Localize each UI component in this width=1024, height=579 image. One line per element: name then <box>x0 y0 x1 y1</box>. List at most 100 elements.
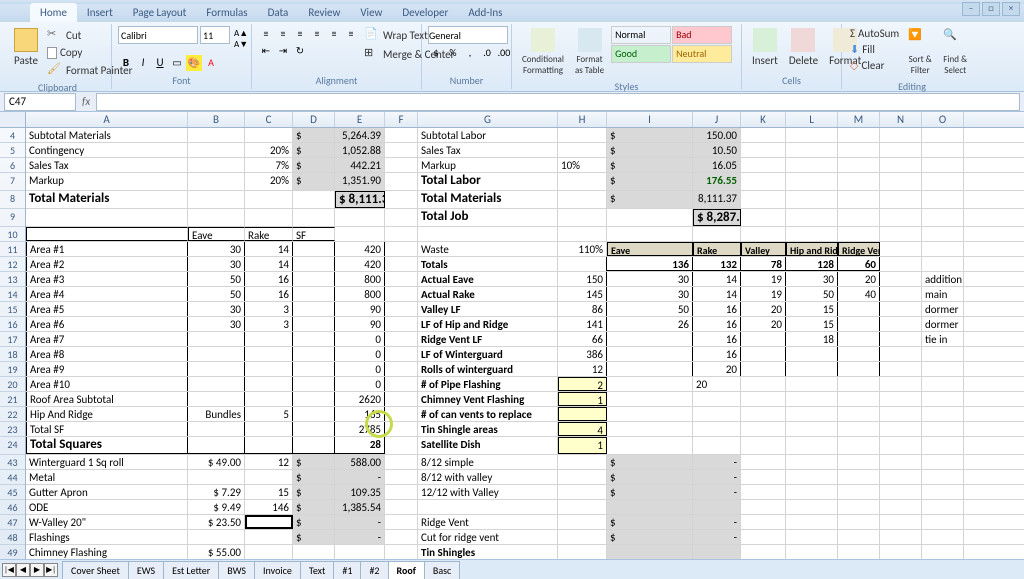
cell-D6[interactable]: $ <box>293 158 335 172</box>
cell-O13[interactable]: addition <box>922 272 964 286</box>
cell-J49[interactable] <box>693 545 741 559</box>
cell-E7[interactable]: 1,351.90 <box>335 173 385 190</box>
row-header[interactable]: 5 <box>0 143 25 158</box>
cell-A19[interactable]: Area #9 <box>26 362 188 376</box>
ribbon-tab-formulas[interactable]: Formulas <box>196 3 257 22</box>
cell-K5[interactable] <box>741 143 786 157</box>
cell-G6[interactable]: Markup <box>418 158 558 172</box>
cell-C46[interactable]: 146 <box>245 500 293 514</box>
cell-E23[interactable]: 2785 <box>335 422 385 436</box>
cell-H12[interactable] <box>558 257 607 271</box>
ribbon-tab-home[interactable]: Home <box>30 3 77 22</box>
cell-J13[interactable]: 14 <box>693 272 741 286</box>
cell-F12[interactable] <box>385 257 418 271</box>
cell-M43[interactable] <box>838 455 880 469</box>
cell-I21[interactable] <box>607 392 693 406</box>
cell-L15[interactable]: 15 <box>786 302 838 316</box>
cell-L23[interactable] <box>786 422 838 436</box>
cell-A13[interactable]: Area #3 <box>26 272 188 286</box>
cell-E24[interactable]: 28 <box>335 437 385 454</box>
cell-D45[interactable]: $ <box>293 485 335 499</box>
cell-H11[interactable]: 110% <box>558 242 607 256</box>
cell-F45[interactable] <box>385 485 418 499</box>
cell-K19[interactable] <box>741 362 786 376</box>
cell-O5[interactable] <box>922 143 964 157</box>
cell-M18[interactable] <box>838 347 880 361</box>
cell-N18[interactable] <box>880 347 922 361</box>
cell-J14[interactable]: 14 <box>693 287 741 301</box>
cell-C47[interactable] <box>245 515 293 529</box>
cell-M20[interactable] <box>838 377 880 391</box>
cell-M14[interactable]: 40 <box>838 287 880 301</box>
cell-F48[interactable] <box>385 530 418 544</box>
cell-C49[interactable] <box>245 545 293 559</box>
cell-O43[interactable] <box>922 455 964 469</box>
cell-J5[interactable]: 10.50 <box>693 143 741 157</box>
cell-M11[interactable]: Ridge Vent <box>838 242 880 256</box>
cell-D23[interactable] <box>293 422 335 436</box>
insert-cells-button[interactable]: Insert <box>748 26 782 69</box>
cell-L47[interactable] <box>786 515 838 529</box>
cell-K6[interactable] <box>741 158 786 172</box>
paste-button[interactable]: Paste <box>10 26 42 69</box>
cell-A47[interactable]: W-Valley 20" <box>26 515 188 529</box>
col-header-H[interactable]: H <box>558 112 607 127</box>
row-header[interactable]: 44 <box>0 470 25 485</box>
fill-button[interactable]: ⬇Fill <box>848 42 901 57</box>
cell-L22[interactable] <box>786 407 838 421</box>
maximize-button[interactable]: □ <box>982 2 1000 16</box>
cell-H49[interactable] <box>558 545 607 559</box>
cell-D46[interactable]: $ <box>293 500 335 514</box>
cell-O48[interactable] <box>922 530 964 544</box>
cell-B49[interactable]: $ 55.00 <box>188 545 245 559</box>
cell-K16[interactable]: 20 <box>741 317 786 331</box>
cell-I18[interactable] <box>607 347 693 361</box>
cell-N9[interactable] <box>880 209 922 226</box>
cell-D5[interactable]: $ <box>293 143 335 157</box>
cell-N47[interactable] <box>880 515 922 529</box>
cell-I49[interactable] <box>607 545 693 559</box>
tab-nav[interactable]: |◀◀▶▶| <box>2 563 58 577</box>
cell-N43[interactable] <box>880 455 922 469</box>
row-header[interactable]: 24 <box>0 437 25 455</box>
cell-J43[interactable]: - <box>693 455 741 469</box>
cell-A46[interactable]: ODE <box>26 500 188 514</box>
cell-O19[interactable] <box>922 362 964 376</box>
row-header[interactable]: 14 <box>0 287 25 302</box>
cell-B19[interactable] <box>188 362 245 376</box>
cell-M46[interactable] <box>838 500 880 514</box>
cell-H5[interactable] <box>558 143 607 157</box>
cell-C16[interactable]: 3 <box>245 317 293 331</box>
sheet-tab-estletter[interactable]: Est Letter <box>163 561 219 579</box>
cell-G15[interactable]: Valley LF <box>418 302 558 316</box>
ribbon-tab-data[interactable]: Data <box>258 3 299 22</box>
cell-F22[interactable] <box>385 407 418 421</box>
cell-K46[interactable] <box>741 500 786 514</box>
cell-I9[interactable] <box>607 209 693 226</box>
cell-E22[interactable]: 165 <box>335 407 385 421</box>
cell-C18[interactable] <box>245 347 293 361</box>
autosum-button[interactable]: ΣAutoSum <box>848 26 901 41</box>
cell-A10[interactable] <box>26 227 188 241</box>
cell-L14[interactable]: 50 <box>786 287 838 301</box>
cell-O15[interactable]: dormer <box>922 302 964 316</box>
cell-M8[interactable] <box>838 191 880 208</box>
cell-K11[interactable]: Valley <box>741 242 786 256</box>
cell-K49[interactable] <box>741 545 786 559</box>
cell-O45[interactable] <box>922 485 964 499</box>
cell-N45[interactable] <box>880 485 922 499</box>
cell-E44[interactable]: - <box>335 470 385 484</box>
cell-J11[interactable]: Rake <box>693 242 741 256</box>
cell-I7[interactable]: $ <box>607 173 693 190</box>
cell-B44[interactable] <box>188 470 245 484</box>
col-header-B[interactable]: B <box>188 112 245 127</box>
cell-F17[interactable] <box>385 332 418 346</box>
cell-D4[interactable]: $ <box>293 128 335 142</box>
cell-E45[interactable]: 109.35 <box>335 485 385 499</box>
cell-L7[interactable] <box>786 173 838 190</box>
row-header[interactable]: 11 <box>0 242 25 257</box>
col-header-I[interactable]: I <box>607 112 693 127</box>
formula-bar[interactable] <box>96 93 1020 111</box>
cell-J8[interactable]: 8,111.37 <box>693 191 741 208</box>
cell-I43[interactable]: $ <box>607 455 693 469</box>
